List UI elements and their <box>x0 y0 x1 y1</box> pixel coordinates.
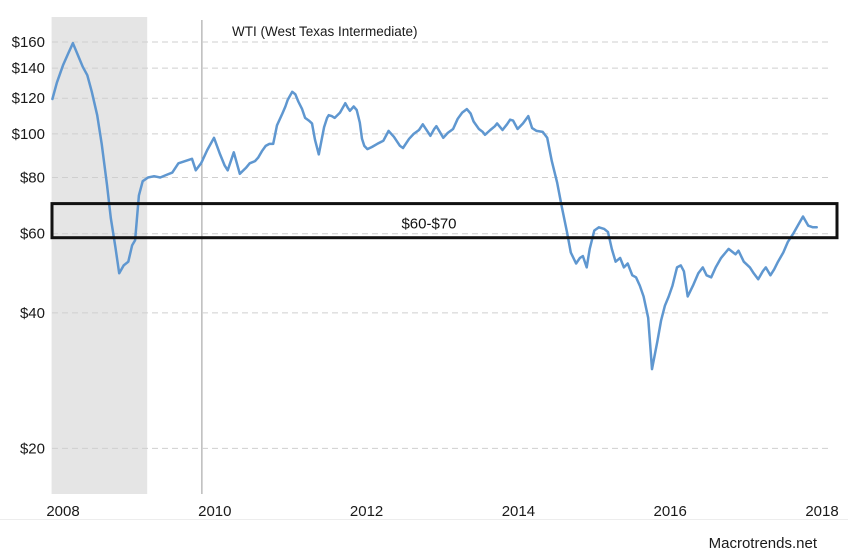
y-tick-label-20: $20 <box>20 440 45 457</box>
x-tick-label-2014: 2014 <box>502 503 535 520</box>
recession-band <box>51 17 148 494</box>
price-line-series <box>51 41 818 371</box>
x-tick-label-2010: 2010 <box>198 503 231 520</box>
y-tick-label-60: $60 <box>20 226 45 243</box>
y-tick-label-140: $140 <box>12 60 45 77</box>
annotation-label: $60-$70 <box>401 215 457 233</box>
y-tick-label-40: $40 <box>20 305 45 322</box>
y-tick-label-160: $160 <box>12 34 45 51</box>
x-tick-label-2012: 2012 <box>350 503 383 520</box>
chart-title: WTI (West Texas Intermediate) <box>232 24 418 39</box>
x-tick-label-2008: 2008 <box>46 503 79 520</box>
watermark: Macrotrends.net <box>708 535 817 552</box>
x-tick-label-2016: 2016 <box>654 503 687 520</box>
y-tick-label-120: $120 <box>12 90 45 107</box>
annotation-box <box>50 202 839 240</box>
y-tick-label-100: $100 <box>12 126 45 143</box>
x-tick-label-2018: 2018 <box>805 503 838 520</box>
y-tick-label-80: $80 <box>20 170 45 187</box>
